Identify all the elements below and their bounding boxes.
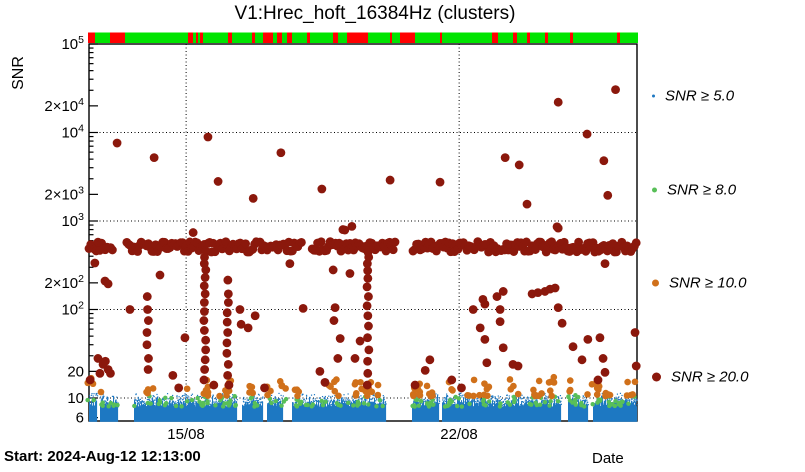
- legend: SNR ≥ 5.0 SNR ≥ 8.0 SNR ≥ 10.0 SNR ≥ 20.…: [652, 0, 805, 472]
- snr10-marker-icon: [652, 279, 659, 287]
- y-tick-label: 105: [61, 34, 84, 53]
- x-tick-label-22-08: 22/08: [440, 426, 478, 443]
- status-strip: [88, 32, 638, 43]
- status-bad-segment: [263, 32, 273, 43]
- status-bad-segment: [333, 32, 338, 43]
- snr8-marker-icon: [652, 187, 657, 193]
- status-bad-segment: [545, 32, 548, 43]
- y-axis-label: SNR: [10, 56, 27, 90]
- legend-item-snr10: SNR ≥ 10.0: [652, 275, 746, 292]
- page-title: V1:Hrec_hoft_16384Hz (clusters): [234, 3, 516, 24]
- snr5-marker-icon: [652, 94, 655, 98]
- start-timestamp: Start: 2024-Aug-12 12:13:00: [4, 448, 201, 465]
- y-tick-label: 2×102: [44, 273, 84, 292]
- snr20-marker-icon: [652, 372, 661, 382]
- y-tick-labels: 105 2×104 104 2×103 103 2×102 102 20 10 6: [44, 34, 84, 427]
- status-bad-segment: [196, 32, 198, 43]
- y-tick-label: 2×103: [44, 184, 84, 203]
- status-bad-segment: [277, 32, 282, 43]
- status-bad-segment: [513, 32, 517, 43]
- status-bad-segment: [400, 32, 415, 43]
- legend-item-snr8: SNR ≥ 8.0: [652, 182, 736, 199]
- status-bad-segment: [188, 32, 193, 43]
- y-tick-label: 102: [61, 300, 84, 319]
- status-bad-segment: [110, 32, 125, 43]
- y-tick-label: 103: [61, 211, 84, 230]
- y-tick-label: 10: [67, 390, 84, 407]
- x-axis-label: Date: [592, 450, 624, 467]
- x-tick-label-15-08: 15/08: [167, 426, 205, 443]
- series-snr20-dots: [84, 85, 641, 393]
- plot-frame: [88, 43, 638, 422]
- status-bad-segment: [287, 32, 292, 43]
- legend-item-snr20: SNR ≥ 20.0: [652, 369, 748, 386]
- status-bad-segment: [390, 32, 392, 43]
- status-bad-segment: [570, 32, 573, 43]
- gridlines: [89, 44, 637, 421]
- y-tick-label: 104: [61, 123, 84, 142]
- status-bad-segment: [88, 32, 95, 43]
- status-bad-segment: [492, 32, 498, 43]
- status-bad-segment: [440, 32, 442, 43]
- y-tick-label: 20: [67, 363, 84, 380]
- legend-label-snr20: SNR ≥ 20.0: [671, 368, 749, 386]
- y-tick-label: 2×104: [44, 96, 84, 115]
- status-bad-segment: [347, 32, 368, 43]
- status-bad-segment: [200, 32, 203, 43]
- status-bad-segment: [228, 32, 232, 43]
- status-bad-segment: [307, 32, 310, 43]
- legend-label-snr8: SNR ≥ 8.0: [667, 181, 737, 199]
- legend-label-snr10: SNR ≥ 10.0: [669, 274, 747, 292]
- y-tick-label: 6: [76, 410, 84, 427]
- status-bad-segment: [252, 32, 255, 43]
- legend-label-snr5: SNR ≥ 5.0: [665, 87, 735, 105]
- legend-item-snr5: SNR ≥ 5.0: [652, 88, 734, 105]
- status-bad-segment: [617, 32, 620, 43]
- status-bad-segment: [527, 32, 530, 43]
